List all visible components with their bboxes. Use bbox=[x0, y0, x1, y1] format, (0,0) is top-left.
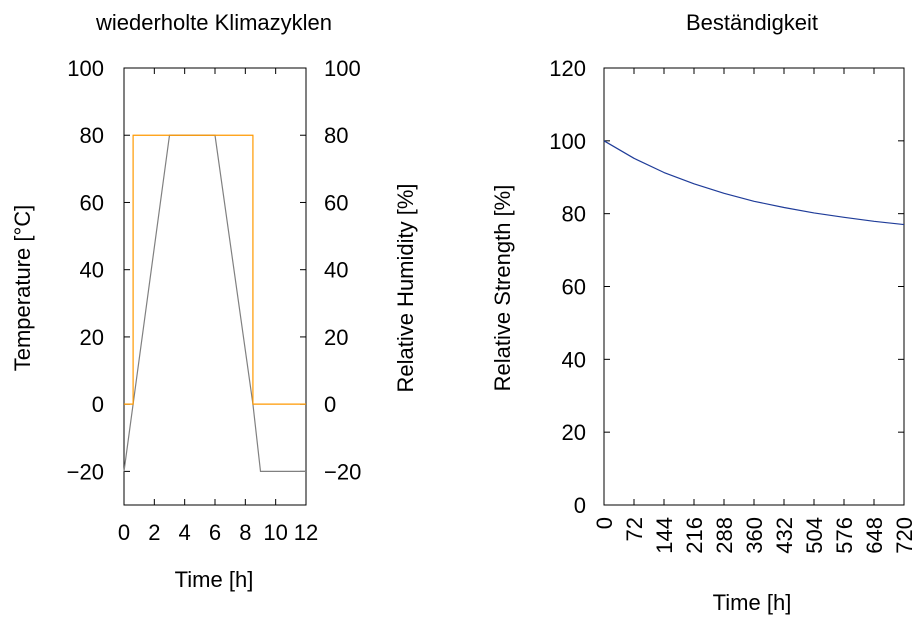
chart2-x-tick-label: 216 bbox=[682, 517, 707, 554]
chart1-y-tick-label: 100 bbox=[67, 56, 104, 81]
chart1-x-tick-label: 10 bbox=[263, 520, 287, 545]
chart1-x-tick-label: 0 bbox=[118, 520, 130, 545]
chart1-plot-frame bbox=[123, 67, 307, 506]
chart2-x-tick-label: 0 bbox=[592, 517, 617, 529]
chart2-x-tick-label: 72 bbox=[622, 517, 647, 541]
chart2-x-tick-label: 288 bbox=[712, 517, 737, 554]
chart2-x-tick-label: 360 bbox=[742, 517, 767, 554]
chart2-axes: 0 72 144 216 288 360 432 504 576 648 720 120 100 80 60… bbox=[549, 56, 913, 554]
climate-cycle-chart: wiederholte Klimazyklen 0 2 4 6 8 10 121008060… bbox=[10, 10, 418, 592]
chart2-x-tick-label: 576 bbox=[832, 517, 857, 554]
chart1-x-tick-label: 6 bbox=[209, 520, 221, 545]
chart2-y-tick-label: 80 bbox=[562, 202, 586, 227]
chart2-x-tick-label: 504 bbox=[802, 517, 827, 554]
chart2-x-axis-title: Time [h] bbox=[713, 590, 792, 615]
chart2-plot-frame bbox=[603, 67, 905, 506]
chart1-temperature-line bbox=[123, 134, 306, 472]
chart1-y-tick-label: 20 bbox=[80, 325, 104, 350]
chart1-humidity-line bbox=[124, 134, 306, 405]
chart2-title: Beständigkeit bbox=[686, 10, 818, 35]
chart2-y-tick-label: 120 bbox=[549, 56, 586, 81]
chart1-y-tick-label: 80 bbox=[80, 123, 104, 148]
chart2-y-tick-label: 20 bbox=[562, 420, 586, 445]
chart2-x-tick-label: 432 bbox=[772, 517, 797, 554]
chart1-y2-tick-label: −20 bbox=[324, 459, 361, 484]
chart2-x-tick-label: 720 bbox=[892, 517, 913, 554]
chart1-x-axis-title: Time [h] bbox=[175, 567, 254, 592]
chart1-y2-tick-label: 80 bbox=[324, 123, 348, 148]
durability-chart: Beständigkeit 0 72 144 216 288 360 432 504 576 64… bbox=[490, 10, 913, 615]
chart2-strength-line bbox=[603, 140, 905, 226]
chart1-y-tick-label: −20 bbox=[67, 459, 104, 484]
chart1-x-tick-label: 4 bbox=[179, 520, 191, 545]
chart1-x-tick-label: 8 bbox=[239, 520, 251, 545]
chart2-y-tick-label: 40 bbox=[562, 347, 586, 372]
chart1-y2-tick-label: 60 bbox=[324, 190, 348, 215]
chart1-x-tick-label: 12 bbox=[294, 520, 318, 545]
chart1-y2-tick-label: 20 bbox=[324, 325, 348, 350]
chart1-y2-axis-title: Relative Humidity [%] bbox=[393, 183, 418, 392]
chart2-x-tick-label: 648 bbox=[862, 517, 887, 554]
chart1-y-axis-title: Temperature [°C] bbox=[10, 205, 35, 372]
chart1-y-tick-label: 0 bbox=[92, 392, 104, 417]
chart1-y2-tick-label: 0 bbox=[324, 392, 336, 417]
chart1-y2-tick-label: 40 bbox=[324, 258, 348, 283]
chart2-y-tick-label: 60 bbox=[562, 275, 586, 300]
chart2-x-tick-label: 144 bbox=[652, 517, 677, 554]
chart2-y-axis-title: Relative Strength [%] bbox=[490, 185, 515, 392]
chart2-y-tick-label: 0 bbox=[574, 493, 586, 518]
chart1-title: wiederholte Klimazyklen bbox=[95, 10, 332, 35]
chart1-y2-tick-label: 100 bbox=[324, 56, 361, 81]
chart1-series bbox=[123, 134, 306, 472]
chart2-y-tick-label: 100 bbox=[549, 129, 586, 154]
chart1-x-tick-label: 2 bbox=[148, 520, 160, 545]
chart1-y-tick-label: 40 bbox=[80, 258, 104, 283]
chart2-series bbox=[603, 140, 905, 226]
chart1-y-tick-label: 60 bbox=[80, 190, 104, 215]
